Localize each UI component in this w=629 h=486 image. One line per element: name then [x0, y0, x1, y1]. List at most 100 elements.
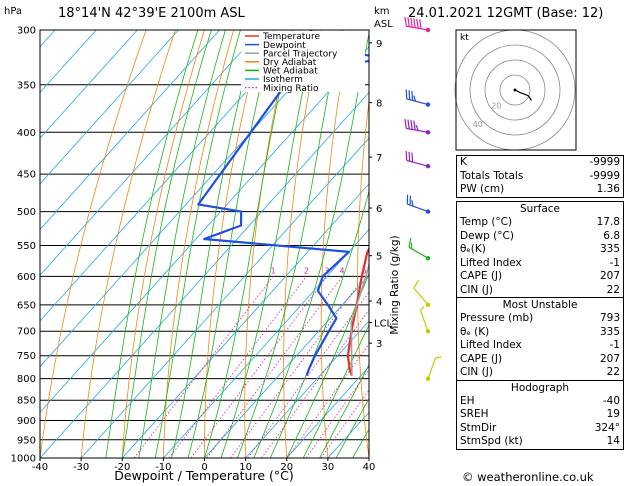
x-tick-label: 10 [239, 462, 252, 473]
index-row-k: K -9999 [460, 156, 620, 168]
dry-adiabat [357, 98, 369, 458]
plot-frame [39, 29, 370, 459]
isotherm [163, 228, 369, 458]
surface-row: CAPE (J) 207 [460, 270, 620, 282]
hodograph-ring [499, 74, 531, 106]
surface-row: θₑ(K) 335 [460, 243, 620, 255]
legend-entry: Wet Adiabat [263, 67, 318, 77]
barb-flag [404, 118, 407, 129]
hodograph-unit-label: kt [460, 33, 469, 43]
dry-adiabat [204, 30, 264, 458]
wet-adiabat [302, 324, 369, 458]
barb-base [425, 329, 431, 334]
dry-adiabat [40, 30, 147, 458]
hodo-row: StmSpd (kt) 14 [460, 435, 620, 447]
wet-adiabat [138, 30, 226, 458]
barb-flag [420, 305, 425, 311]
barb-staff [406, 127, 429, 133]
x-tick-label: -20 [114, 462, 130, 473]
dry-adiabat [427, 30, 451, 458]
mixing-ratio-label: 1 [271, 266, 276, 275]
isotherm [0, 30, 14, 458]
pressure-tick-label: 400 [17, 128, 36, 139]
wind-barb [405, 150, 431, 169]
diagram-grid: 1 2 3 4 6 8 10 15 20 25 [0, 30, 455, 458]
wind-barb [404, 118, 431, 135]
hodograph-ring [484, 59, 546, 121]
wet-adiabat [220, 30, 316, 458]
barb-staff [419, 310, 429, 332]
asl-unit-label: ASL [374, 19, 393, 30]
mixing-ratio-line [168, 276, 307, 458]
wind-barbs [404, 16, 442, 381]
dry-adiabat [244, 30, 293, 458]
barb-staff [406, 25, 429, 31]
wet-adiabat [253, 31, 369, 458]
isotherm [245, 320, 369, 458]
barb-flag [407, 119, 410, 130]
isotherm [204, 274, 369, 458]
barb-flag [407, 17, 410, 27]
mixing-ratio-line [190, 276, 328, 458]
wet-adiabat [269, 189, 369, 458]
hodograph: kt 20 40 [454, 29, 577, 151]
barb-base [425, 302, 431, 308]
wet-adiabat [105, 30, 199, 458]
surface-panel: Surface Temp (°C) 17.8 Dewp (°C) 6.8 θₑ(K)… [456, 201, 624, 450]
barb-flag [408, 237, 412, 248]
pressure-tick-label: 800 [17, 374, 36, 385]
barb-flag [413, 120, 416, 131]
isotherm [286, 366, 369, 458]
mu-row: CIN (J) 22 [460, 366, 620, 378]
wind-barb [419, 305, 431, 334]
barb-flag [410, 120, 413, 130]
series-parcel-trajectory [350, 261, 369, 376]
isotherm [80, 137, 369, 458]
isotherm [40, 30, 220, 231]
pressure-tick-label: 850 [17, 396, 36, 407]
index-row-totals: Totals Totals -9999 [460, 169, 620, 182]
pressure-tick-label: 450 [17, 170, 36, 181]
pressure-tick-label: 500 [17, 207, 36, 218]
dry-adiabat [283, 30, 322, 458]
hodograph-ring-label: 20 [491, 102, 501, 111]
mixing-ratio-label: 8 [378, 266, 383, 275]
barb-flag [405, 89, 408, 99]
barb-flag [435, 356, 442, 359]
pressure-tick-label: 600 [17, 272, 36, 283]
barb-flag [411, 152, 414, 163]
barb-flag [413, 95, 417, 102]
mixing-ratio-label: 15 [413, 266, 423, 275]
axes: -40 -30 -20 -10 0 10 20 30 40 300 350 400 450 500 550 6… [11, 26, 393, 474]
km-unit-label: km [374, 6, 390, 17]
wind-barb [425, 356, 442, 381]
pressure-tick-label: 1000 [11, 454, 36, 465]
barb-staff [406, 98, 429, 106]
barb-flag [419, 19, 422, 29]
surface-row: Lifted Index -1 [460, 256, 620, 269]
wet-adiabat [171, 30, 257, 458]
km-tick-label: 6 [376, 204, 382, 215]
x-tick-label: 20 [280, 462, 293, 473]
barb-base [425, 102, 431, 107]
hodo-row: EH -40 [460, 394, 620, 407]
legend-entry: Temperature [262, 32, 320, 42]
barb-base [425, 209, 431, 214]
pressure-tick-label: 550 [17, 241, 36, 252]
barb-flag [411, 200, 414, 207]
legend-entry: Dry Adiabat [263, 58, 317, 68]
hodograph-origin [513, 88, 517, 92]
pressure-tick-label: 650 [17, 300, 36, 311]
mixing-ratio-label: 2 [304, 266, 309, 275]
wet-adiabat [187, 30, 275, 458]
barb-flag [408, 90, 411, 100]
dry-adiabat [121, 30, 205, 458]
x-axis-label: Dewpoint / Temperature (°C) [114, 468, 293, 483]
surface-row: Dewp (°C) 6.8 [460, 229, 620, 242]
pressure-tick-label: 350 [17, 80, 36, 91]
credit-text: © weatheronline.co.uk [462, 470, 594, 484]
legend-background [241, 31, 365, 92]
surface-row: Temp (°C) 17.8 [460, 216, 620, 228]
isotherm [40, 30, 97, 94]
mixing-ratio-label: 25 [445, 266, 455, 275]
